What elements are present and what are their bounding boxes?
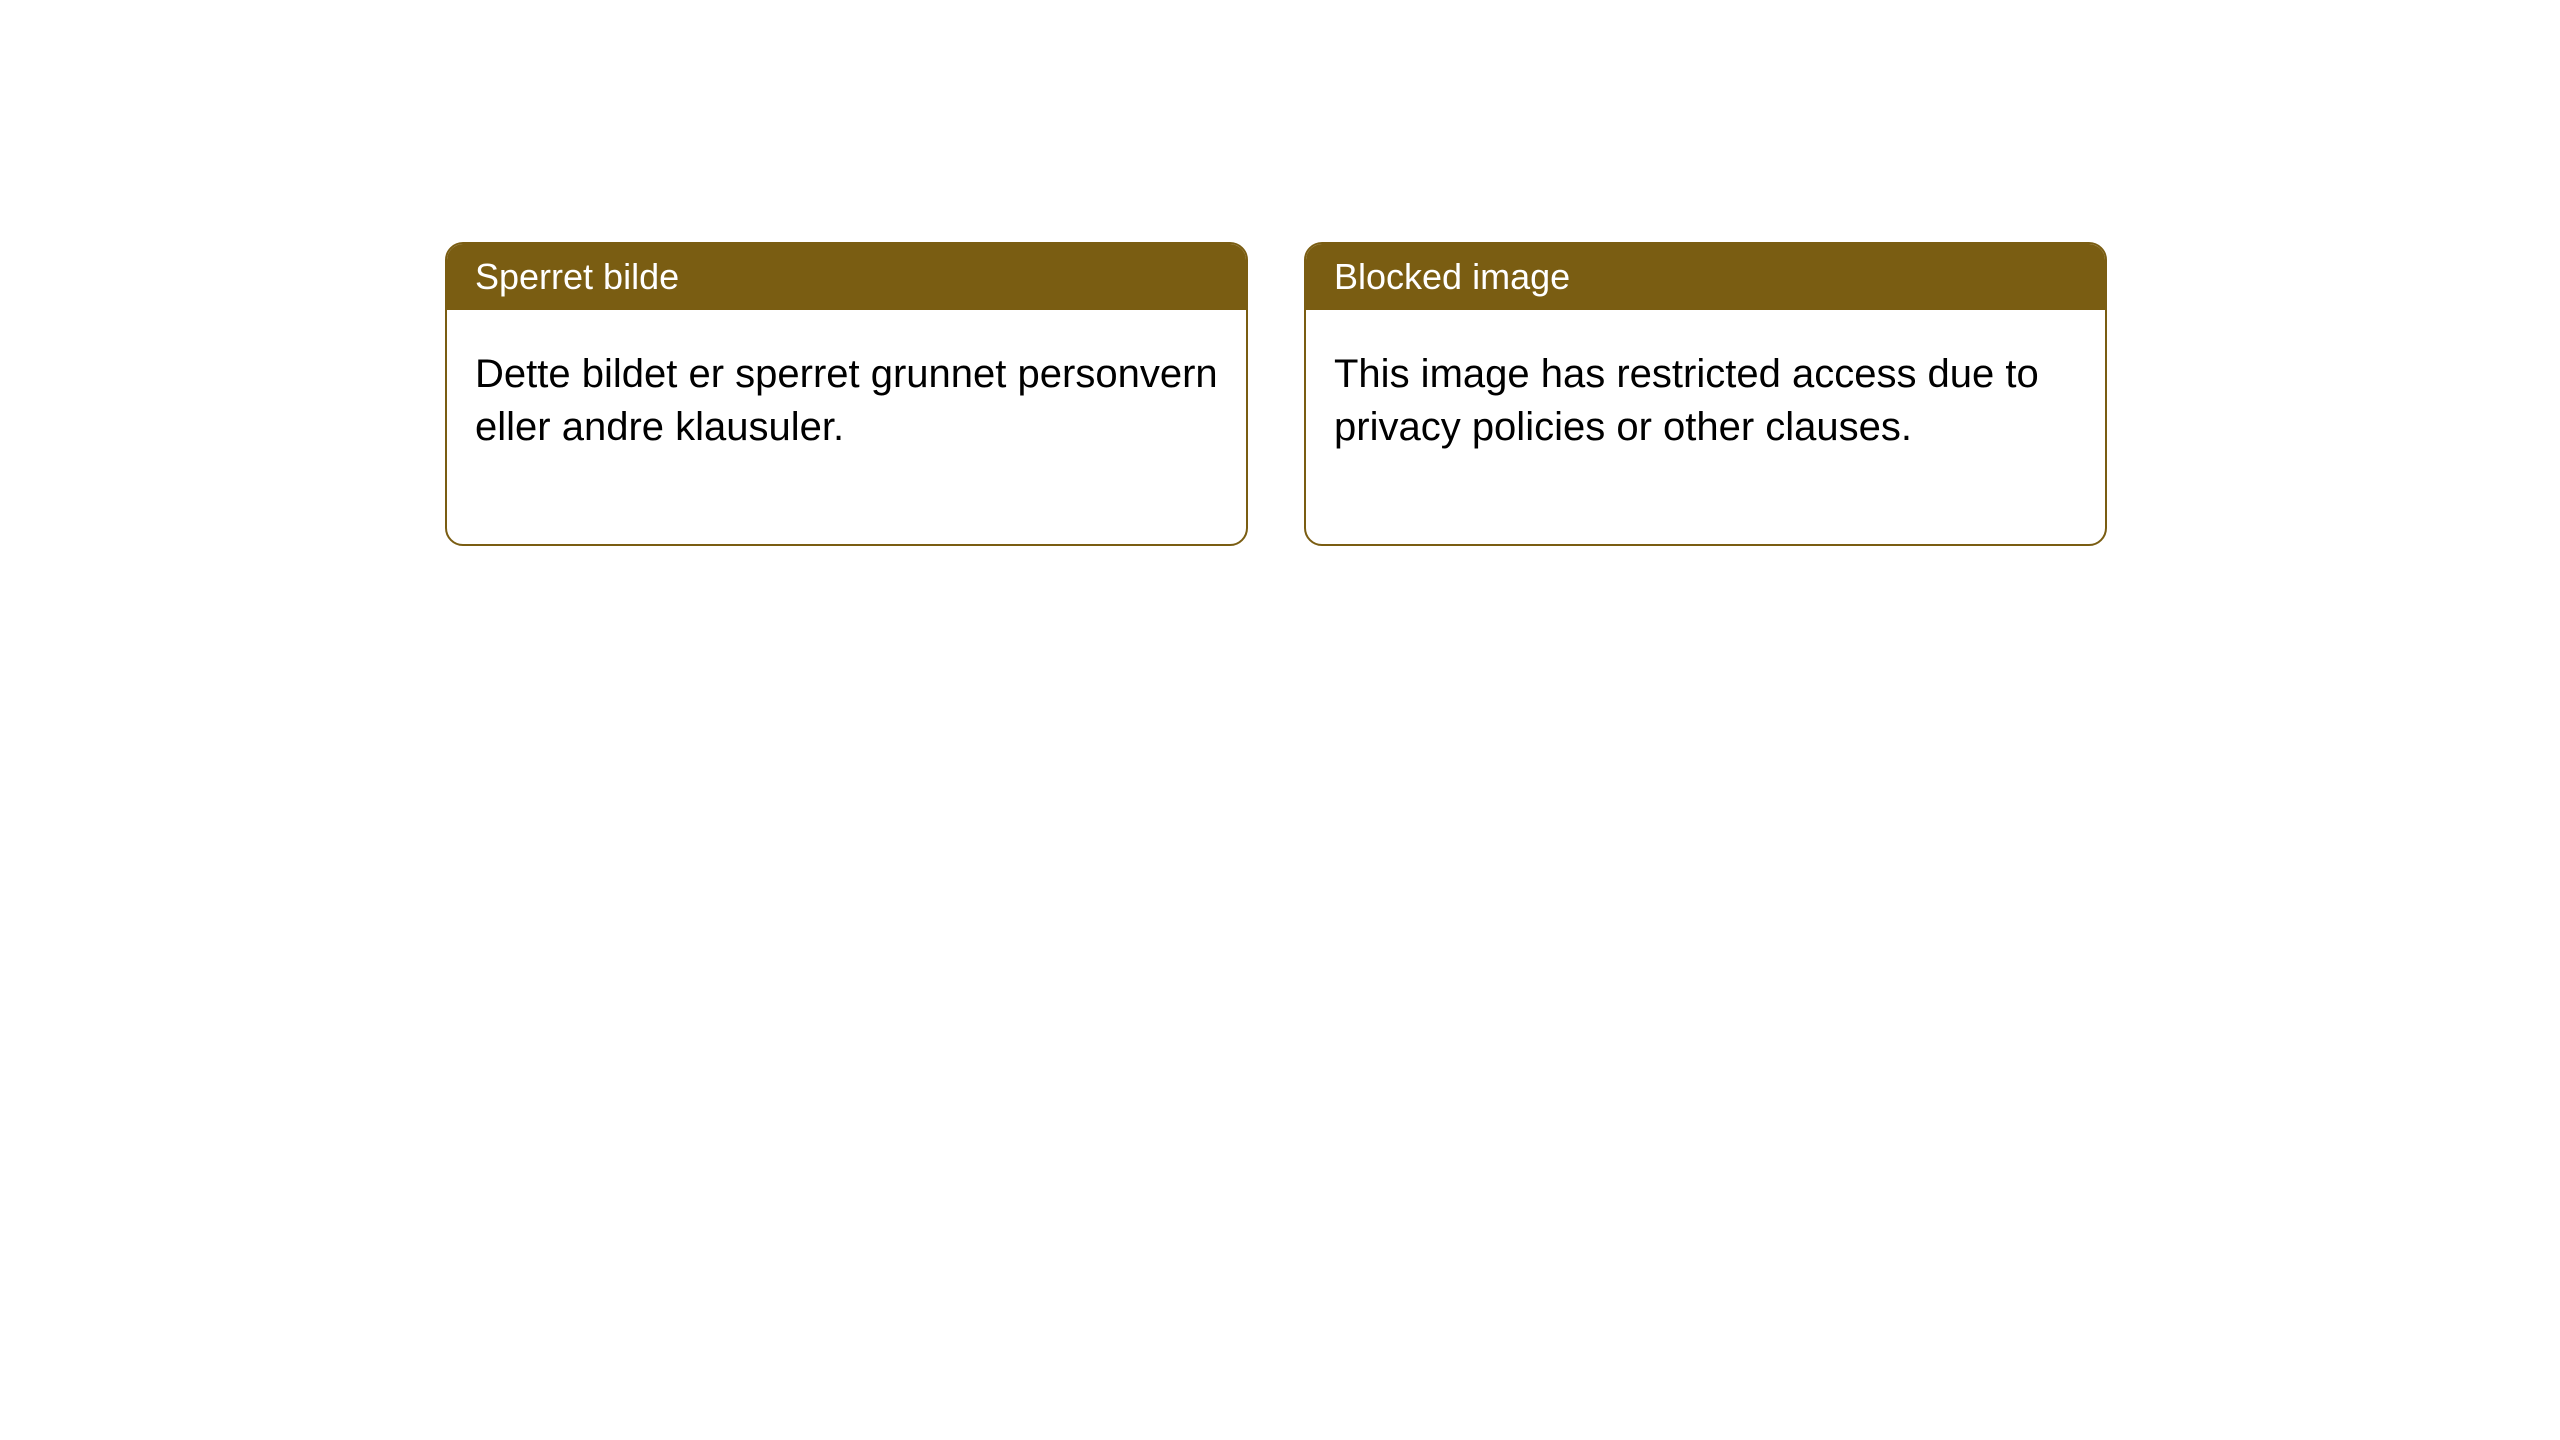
notice-title: Blocked image (1334, 256, 1570, 297)
notice-body-text: Dette bildet er sperret grunnet personve… (475, 352, 1218, 449)
notice-body-text: This image has restricted access due to … (1334, 352, 2039, 449)
notice-title: Sperret bilde (475, 256, 679, 297)
notice-header: Sperret bilde (447, 244, 1246, 310)
notice-card-english: Blocked image This image has restricted … (1304, 242, 2107, 546)
notice-body: Dette bildet er sperret grunnet personve… (447, 310, 1246, 544)
notice-card-norwegian: Sperret bilde Dette bildet er sperret gr… (445, 242, 1248, 546)
notice-body: This image has restricted access due to … (1306, 310, 2105, 544)
notice-header: Blocked image (1306, 244, 2105, 310)
notice-container: Sperret bilde Dette bildet er sperret gr… (445, 242, 2107, 546)
